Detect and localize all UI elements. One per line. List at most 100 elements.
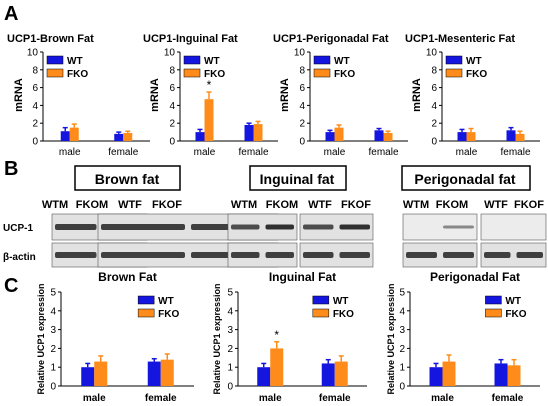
category-label: female — [319, 393, 351, 404]
bar-wt — [244, 124, 254, 141]
y-tick-label: 8 — [169, 65, 175, 76]
legend-label-wt: WT — [158, 296, 174, 307]
chart-title: Inguinal Fat — [269, 270, 336, 284]
blot-band — [516, 252, 543, 258]
blot-title-box — [74, 165, 181, 191]
blot-band — [339, 224, 370, 230]
y-axis-label: mRNA — [149, 78, 161, 112]
lane-label: FKOF — [152, 199, 182, 211]
y-axis-label: Relative UCP1 expression — [212, 283, 222, 394]
blot-band — [484, 252, 511, 258]
bar-wt — [429, 367, 443, 386]
blot-row-label-actin: β-actin — [3, 252, 36, 263]
blot-band — [55, 252, 97, 258]
y-tick-label: 5 — [399, 288, 405, 299]
blot-band — [101, 252, 185, 258]
bar-fko — [69, 127, 79, 141]
legend-swatch-wt — [485, 295, 502, 305]
legend-swatch-wt — [46, 55, 64, 65]
y-tick-label: 10 — [164, 48, 176, 59]
y-tick-label: 0 — [299, 137, 305, 148]
legend-label-wt: WT — [67, 56, 83, 67]
bar-wt — [457, 132, 467, 141]
y-tick-label: 6 — [32, 83, 38, 94]
y-tick-label: 2 — [32, 119, 38, 130]
y-tick-label: 10 — [27, 48, 39, 59]
bar-wt — [114, 133, 124, 141]
chart-6: Inguinal Fat 0 1 2 3 4 5 Relative UCP1 expressi… — [212, 270, 367, 404]
y-tick-label: 5 — [50, 288, 56, 299]
chart-title: UCP1-Brown Fat — [7, 33, 94, 45]
blot-band — [101, 224, 185, 230]
lane-label: FKOM — [436, 199, 468, 211]
bar-fko — [334, 127, 344, 141]
blot-band — [55, 224, 97, 230]
y-axis-label: Relative UCP1 expression — [386, 283, 396, 394]
legend-label-fko: FKO — [158, 309, 179, 320]
bar-wt — [147, 361, 161, 386]
y-tick-label: 2 — [299, 119, 305, 130]
lane-label: FKOM — [76, 199, 108, 211]
y-tick-label: 10 — [426, 48, 438, 59]
y-tick-label: 2 — [227, 344, 233, 355]
y-axis-label: mRNA — [13, 78, 25, 112]
legend-swatch-wt — [445, 55, 463, 65]
bar-wt — [506, 130, 516, 141]
blot-band — [406, 252, 437, 258]
y-tick-label: 4 — [50, 306, 56, 317]
category-label: male — [194, 147, 216, 158]
category-label: male — [456, 147, 478, 158]
chart-2: UCP1-Inguinal Fat 0 2 4 6 8 10 mRNA male female * W… — [143, 33, 278, 158]
legend-label-fko: FKO — [466, 69, 487, 80]
legend-swatch-fko — [46, 68, 64, 78]
bar-wt — [195, 132, 205, 141]
category-label: male — [259, 393, 282, 404]
chart-5: Brown Fat 0 1 2 3 4 5 Relative UCP1 expression m… — [36, 270, 194, 404]
blot-band — [339, 252, 370, 258]
bar-fko — [253, 124, 263, 141]
blot-band — [443, 252, 474, 258]
y-tick-label: 0 — [32, 137, 38, 148]
blot-title-box — [401, 165, 531, 191]
legend-swatch-wt — [137, 295, 155, 305]
y-tick-label: 1 — [227, 363, 233, 374]
y-tick-label: 6 — [169, 83, 175, 94]
blot-band — [231, 224, 260, 230]
legend-swatch-wt — [183, 55, 201, 65]
legend-label-wt: WT — [204, 56, 220, 67]
lane-label: WTF — [308, 199, 332, 211]
y-tick-label: 3 — [50, 325, 56, 336]
y-tick-label: 4 — [169, 101, 175, 112]
legend-label-wt: WT — [466, 56, 482, 67]
lane-label: WTM — [403, 199, 429, 211]
y-tick-label: 0 — [431, 137, 437, 148]
legend-swatch-fko — [312, 308, 330, 318]
y-tick-label: 8 — [431, 65, 437, 76]
legend-swatch-fko — [445, 68, 463, 78]
y-tick-label: 6 — [299, 83, 305, 94]
lane-label: WTF — [484, 199, 508, 211]
y-tick-label: 4 — [299, 101, 305, 112]
chart-title: Brown Fat — [98, 270, 157, 284]
bar-wt — [257, 367, 271, 386]
y-tick-label: 4 — [227, 306, 233, 317]
y-tick-label: 8 — [32, 65, 38, 76]
lane-label: WTF — [118, 199, 142, 211]
legend-label-wt: WT — [333, 296, 349, 307]
category-label: male — [59, 147, 81, 158]
category-label: male — [83, 393, 106, 404]
blot-title-box — [249, 165, 347, 191]
bar-wt — [494, 363, 508, 386]
y-tick-label: 6 — [431, 83, 437, 94]
y-tick-label: 0 — [227, 382, 233, 393]
chart-title: UCP1-Inguinal Fat — [143, 33, 238, 45]
y-tick-label: 3 — [227, 325, 233, 336]
y-tick-label: 4 — [32, 101, 38, 112]
chart-title: Perigonadal Fat — [430, 270, 520, 284]
bar-fko — [204, 99, 214, 141]
blot-row-label-ucp1: UCP-1 — [3, 223, 33, 234]
y-tick-label: 0 — [50, 382, 56, 393]
y-tick-label: 0 — [169, 137, 175, 148]
legend-swatch-wt — [313, 55, 331, 65]
